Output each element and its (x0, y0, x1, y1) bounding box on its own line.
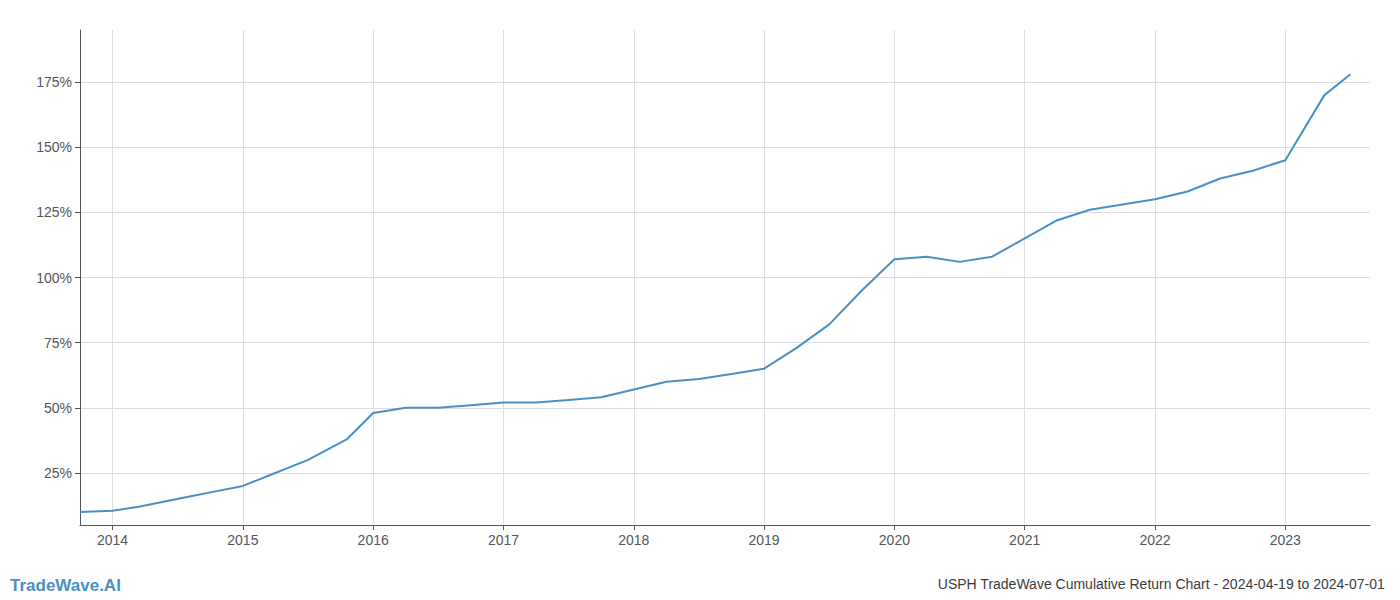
svg-text:150%: 150% (36, 139, 72, 155)
svg-text:175%: 175% (36, 74, 72, 90)
svg-text:2020: 2020 (879, 532, 910, 548)
svg-text:50%: 50% (44, 400, 72, 416)
svg-text:2023: 2023 (1270, 532, 1301, 548)
svg-text:2014: 2014 (97, 532, 128, 548)
svg-text:75%: 75% (44, 335, 72, 351)
svg-text:2021: 2021 (1009, 532, 1040, 548)
svg-text:2019: 2019 (749, 532, 780, 548)
svg-text:2022: 2022 (1139, 532, 1170, 548)
svg-text:2018: 2018 (618, 532, 649, 548)
svg-text:2017: 2017 (488, 532, 519, 548)
svg-text:USPH TradeWave Cumulative Retu: USPH TradeWave Cumulative Return Chart -… (938, 576, 1385, 592)
svg-text:2016: 2016 (358, 532, 389, 548)
svg-text:100%: 100% (36, 270, 72, 286)
svg-text:TradeWave.AI: TradeWave.AI (10, 576, 121, 595)
svg-text:25%: 25% (44, 465, 72, 481)
svg-text:2015: 2015 (227, 532, 258, 548)
svg-text:125%: 125% (36, 204, 72, 220)
